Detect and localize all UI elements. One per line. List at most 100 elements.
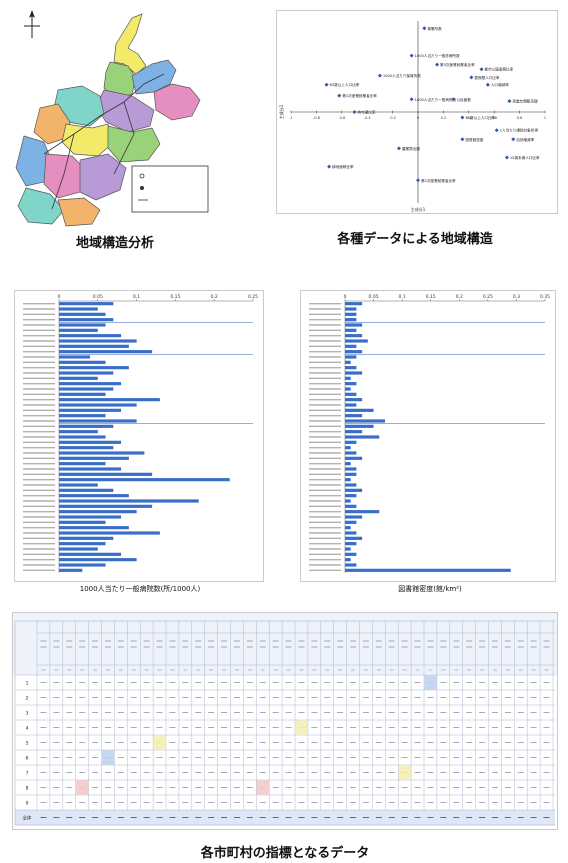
- bar: [59, 387, 114, 391]
- bar: [59, 323, 106, 327]
- bar: [59, 478, 230, 482]
- scatter-panel: -1 -0.8 -0.6 -0.4 -0.2 0 0.2 0.4 0.6 0.8 1 主成分1 主成分2…: [276, 10, 558, 214]
- bar: [345, 339, 368, 343]
- bar: [59, 515, 122, 519]
- bar: [345, 350, 363, 354]
- table-row-label: 3: [26, 711, 29, 717]
- scatter-point: [435, 62, 440, 67]
- scatter-point-label: 1000人当たり一般病院数: [415, 97, 457, 102]
- bar: [345, 526, 351, 530]
- bar: [345, 334, 363, 338]
- x-tick-label: 0.2: [456, 294, 463, 300]
- scatter-point-label: 事業所数: [427, 26, 442, 31]
- scatter-point: [422, 26, 427, 31]
- library-chart-caption: 図書館密度(館/km²): [398, 585, 462, 593]
- scatter-point: [494, 128, 499, 133]
- bar: [345, 371, 363, 375]
- scatter-point: [460, 115, 465, 120]
- scatter-point-label: 第3次産業就業者比率: [440, 62, 475, 67]
- bar: [59, 446, 114, 450]
- scatter-point: [377, 73, 382, 78]
- table-row-label: 2: [26, 696, 29, 702]
- bar: [59, 350, 153, 354]
- bar: [59, 568, 83, 572]
- scatter-point-label: 公民館数: [457, 97, 472, 102]
- bar: [59, 563, 106, 567]
- bar: [345, 494, 357, 498]
- x-tick-label: 0.4: [466, 116, 472, 120]
- bar: [345, 515, 363, 519]
- bar: [345, 552, 357, 556]
- bar: [59, 488, 114, 492]
- x-tick-label: 0.1: [133, 294, 140, 300]
- scatter-point-label: 65歳以上人口比率: [330, 82, 360, 87]
- bar: [345, 430, 363, 434]
- bar: [59, 419, 137, 423]
- scatter-point-label: 商業年間販売額: [512, 99, 538, 104]
- table-highlight-cell: [76, 780, 89, 795]
- scatter-point: [324, 82, 329, 87]
- bar: [345, 488, 363, 492]
- scatter-point: [327, 164, 332, 169]
- scatter-point-label: 自然増減率: [516, 137, 534, 142]
- bar: [345, 499, 351, 503]
- scatter-point-label: 15歳未満人口比率: [510, 155, 540, 160]
- table-total-row-bg: [15, 810, 555, 825]
- bar: [345, 547, 351, 551]
- bar: [345, 387, 351, 391]
- scatter-point: [507, 99, 512, 104]
- map-panel: [4, 4, 228, 228]
- map-region: [107, 125, 161, 163]
- table-caption: 各市町村の指標となるデータ: [200, 846, 370, 861]
- map-regions: [15, 13, 201, 227]
- table-row-label: 5: [26, 741, 29, 747]
- bar: [345, 558, 351, 562]
- scatter-point: [504, 155, 509, 160]
- bar: [345, 323, 363, 327]
- bar: [345, 504, 357, 508]
- bar: [345, 456, 363, 460]
- x-tick-label: 0.2: [441, 116, 447, 120]
- bar: [345, 536, 363, 540]
- scatter-caption: 各種データによる地域構造: [337, 232, 493, 247]
- bar: [345, 414, 363, 418]
- map-region: [113, 13, 147, 75]
- bar: [59, 435, 106, 439]
- x-tick-label: -0.4: [364, 116, 372, 120]
- table-row-label: 8: [26, 786, 29, 792]
- bar: [345, 478, 351, 482]
- x-tick-label: 0.15: [170, 294, 180, 300]
- bar: [345, 302, 363, 306]
- map-legend: [131, 165, 209, 213]
- scatter-point: [511, 137, 516, 142]
- bar: [59, 355, 91, 359]
- bar: [59, 456, 129, 460]
- x-tick-label: -0.6: [338, 116, 345, 120]
- scatter-point-label: 耕地面積比率: [332, 164, 354, 169]
- bar: [59, 558, 137, 562]
- bar: [345, 483, 357, 487]
- scatter-point: [460, 137, 465, 142]
- table-row-label: 全体: [23, 815, 32, 822]
- bar: [59, 542, 106, 546]
- scatter-point: [409, 53, 414, 58]
- bar: [345, 435, 380, 439]
- x-tick-label: 0.1: [399, 294, 406, 300]
- bar: [59, 382, 122, 386]
- bar: [345, 318, 357, 322]
- table-highlight-cell: [101, 750, 115, 765]
- bar: [59, 366, 129, 370]
- bar: [59, 504, 153, 508]
- bar: [59, 302, 114, 306]
- bar: [59, 520, 106, 524]
- bar: [59, 430, 98, 434]
- x-tick-label: -0.8: [313, 116, 320, 120]
- bar: [59, 526, 129, 530]
- bar: [345, 424, 374, 428]
- bar: [345, 467, 357, 471]
- map-region: [153, 83, 201, 121]
- x-tick-label: 0: [344, 294, 347, 300]
- bar: [59, 494, 129, 498]
- bar: [59, 334, 122, 338]
- bar: [59, 328, 98, 332]
